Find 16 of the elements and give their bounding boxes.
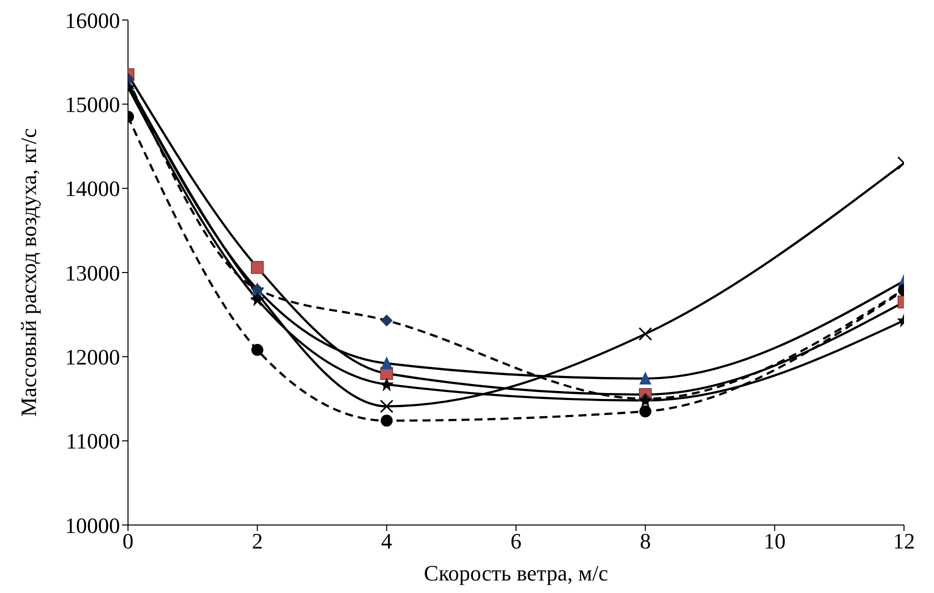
- y-tick-label: 16000: [65, 8, 120, 33]
- y-tick-label: 15000: [65, 92, 120, 117]
- x-tick-label: 12: [893, 528, 915, 554]
- y-tick-label: 11000: [66, 428, 120, 454]
- y-axis-title: Массовый расход воздуха, кг/с: [16, 128, 41, 417]
- y-tick-label: 14000: [65, 176, 120, 202]
- x-tick-label: 6: [510, 528, 522, 554]
- x-tick-label: 8: [640, 528, 651, 554]
- y-tick-label: 10000: [65, 512, 120, 538]
- y-tick-label: 13000: [65, 260, 120, 286]
- x-tick-label: 0: [122, 528, 134, 554]
- x-tick-label: 2: [252, 528, 263, 554]
- x-axis-title: Скорость ветра, м/с: [424, 560, 608, 586]
- y-tick-label: 12000: [65, 344, 120, 370]
- x-tick-label: 4: [381, 528, 392, 554]
- x-tick-label: 10: [764, 528, 786, 554]
